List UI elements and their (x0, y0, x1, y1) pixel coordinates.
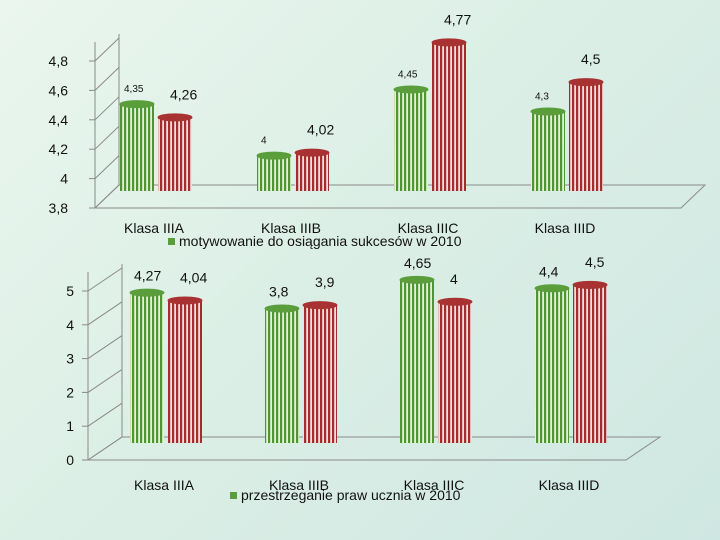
value-label-0-3-0: 4,3 (535, 92, 549, 103)
legend-label-0: motywowanie do osiągania sukcesów w 2010 (179, 233, 462, 249)
bar-cap-1-1-1 (302, 301, 338, 310)
value-label-0-0-1: 4,26 (170, 86, 197, 102)
bar-cap-1-3-1 (572, 280, 608, 289)
bar-cap-1-0-1 (167, 296, 203, 305)
category-label-0-3: Klasa IIID (535, 220, 596, 236)
y-tick-slant (87, 436, 123, 461)
bar-0-0-0 (120, 104, 154, 191)
value-label-0-2-0: 4,45 (398, 69, 418, 80)
y-tick-label: 4 (66, 317, 74, 333)
y-tick-label: 4,4 (49, 112, 69, 128)
bar-0-2-0 (394, 89, 428, 191)
value-label-1-3-1: 4,5 (585, 254, 605, 270)
y-tick-label: 0 (66, 452, 74, 468)
value-label-0-2-1: 4,77 (444, 11, 471, 27)
y-tick-slant (87, 402, 123, 427)
y-tick-label: 4 (60, 171, 68, 187)
value-label-0-0-0: 4,35 (124, 84, 144, 95)
value-label-1-0-1: 4,04 (180, 269, 207, 285)
chart-motywowanie: 3,8 4 4,2 4,4 4,6 4,8 4,35 4,26 Klasa IIIA 4 4,02 K… (49, 11, 707, 249)
y-tick-slant (94, 67, 120, 91)
bar-1-0-1 (168, 300, 202, 443)
legend-swatch-1 (230, 492, 237, 499)
bar-cap-0-0-0 (119, 100, 155, 109)
bar-cap-0-3-0 (530, 107, 566, 116)
y-tick-label: 2 (66, 384, 74, 400)
value-label-1-1-1: 3,9 (315, 274, 335, 290)
bar-1-1-0 (265, 308, 299, 443)
category-label-1-2: Klasa IIIC (404, 477, 465, 493)
bar-cap-1-1-0 (264, 304, 300, 313)
bar-cap-0-2-0 (393, 85, 429, 94)
bar-cap-1-2-0 (399, 275, 435, 284)
y-tick-label: 4,6 (49, 82, 69, 98)
category-label-0-0: Klasa IIIA (124, 220, 185, 236)
bar-0-3-1 (569, 82, 603, 191)
bar-cap-1-2-1 (437, 297, 473, 306)
y-tick-slant (94, 96, 120, 121)
bar-cap-0-1-1 (294, 148, 330, 157)
bar-cap-0-0-1 (157, 113, 193, 122)
bar-1-2-1 (438, 301, 472, 443)
category-label-1-3: Klasa IIID (539, 477, 600, 493)
y-tick-slant (87, 335, 123, 360)
value-label-0-3-1: 4,5 (581, 51, 601, 67)
bar-0-2-1 (432, 42, 466, 191)
bar-cap-0-1-0 (256, 151, 292, 160)
value-label-1-1-0: 3,8 (269, 284, 289, 300)
category-label-0-1: Klasa IIIB (261, 220, 321, 236)
value-label-1-3-0: 4,4 (539, 263, 559, 279)
y-tick-label: 3,8 (49, 200, 69, 216)
bar-cap-0-3-1 (568, 78, 604, 87)
legend-swatch-0 (168, 238, 175, 245)
value-label-1-2-1: 4 (450, 271, 458, 287)
value-label-0-1-0: 4 (261, 136, 267, 147)
category-label-1-0: Klasa IIIA (134, 477, 195, 493)
bar-1-1-1 (303, 305, 337, 443)
y-tick-slant (94, 125, 120, 150)
bar-0-1-1 (295, 152, 329, 191)
value-label-1-2-0: 4,65 (404, 255, 431, 271)
y-tick-slant (94, 155, 120, 179)
y-tick-label: 1 (66, 418, 74, 434)
y-tick-label: 4,2 (49, 141, 69, 157)
bar-cap-1-0-0 (129, 288, 165, 297)
y-tick-label: 5 (66, 283, 74, 299)
bar-1-3-0 (535, 288, 569, 443)
y-tick-slant (87, 368, 123, 393)
bar-0-1-0 (257, 155, 291, 191)
bar-1-0-0 (130, 292, 164, 443)
y-tick-label: 3 (66, 351, 74, 367)
category-label-1-1: Klasa IIIB (269, 477, 329, 493)
bar-0-3-0 (531, 111, 565, 191)
category-label-0-2: Klasa IIIC (398, 220, 459, 236)
chart-przestrzeganie: 0 1 2 3 4 5 4,27 4,04 Klasa IIIA 3,8 3,9 Klasa IIIB… (66, 254, 662, 503)
y-tick-label: 4,8 (49, 53, 69, 69)
y-tick-slant (94, 37, 120, 62)
bar-1-3-1 (573, 284, 607, 443)
value-label-1-0-0: 4,27 (134, 268, 161, 284)
bar-cap-1-3-0 (534, 284, 570, 293)
bar-cap-0-2-1 (431, 38, 467, 47)
legend-label-1: przestrzeganie praw ucznia w 2010 (241, 487, 461, 503)
y-tick-slant (87, 301, 123, 326)
bar-1-2-0 (400, 279, 434, 443)
y-tick-slant (94, 184, 120, 209)
y-tick-slant (87, 267, 123, 292)
bar-0-0-1 (158, 117, 192, 191)
value-label-0-1-1: 4,02 (307, 122, 334, 138)
